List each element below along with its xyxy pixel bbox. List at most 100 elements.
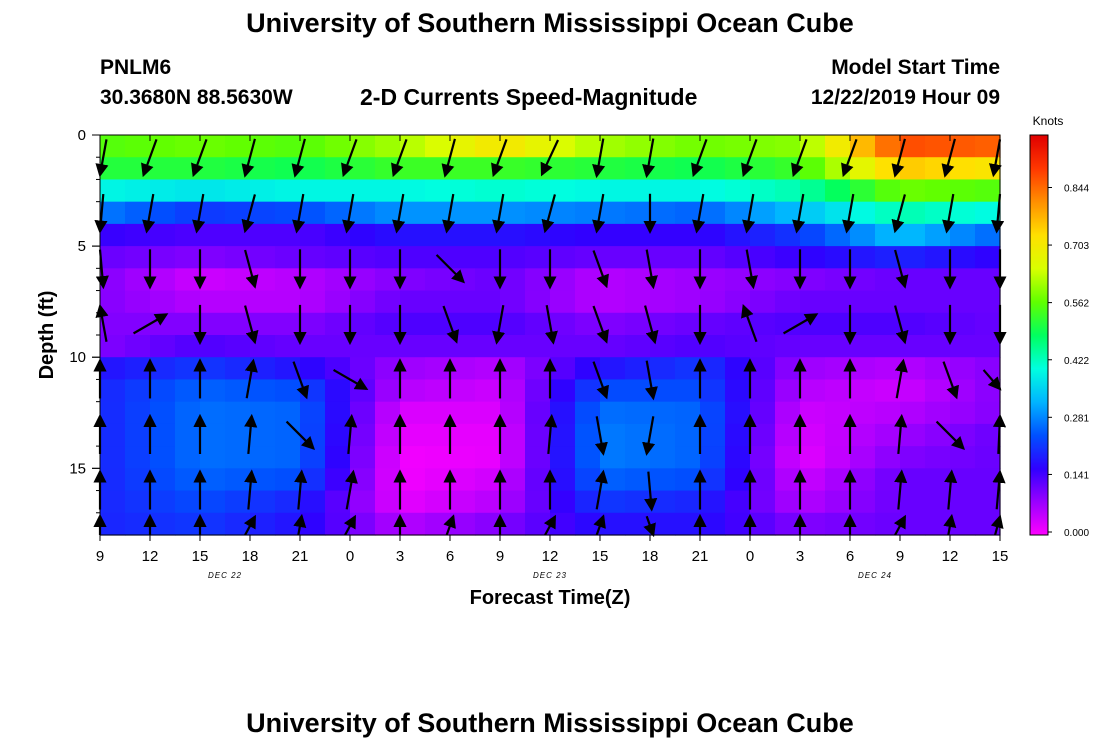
- current-vector: [244, 469, 258, 510]
- heatmap-cell: [400, 179, 426, 203]
- heatmap-cell: [650, 401, 676, 425]
- heatmap-cell: [400, 201, 426, 225]
- current-vector: [592, 361, 609, 400]
- heatmap-cell: [750, 468, 776, 492]
- heatmap-cell: [925, 446, 951, 469]
- heatmap-cell: [475, 268, 501, 292]
- colorbar-segment: [1030, 413, 1048, 416]
- colorbar-segment: [1030, 231, 1048, 234]
- heatmap-cell: [350, 423, 376, 447]
- heatmap-cell: [350, 312, 376, 336]
- heatmap-cell: [425, 446, 451, 469]
- heatmap-cell: [650, 468, 676, 492]
- colorbar-segment: [1030, 251, 1048, 254]
- colorbar-segment: [1030, 387, 1048, 390]
- heatmap-cell: [525, 268, 551, 292]
- heatmap-cell: [625, 312, 651, 336]
- colorbar-segment: [1030, 275, 1048, 278]
- x-tick-label: 12: [142, 548, 159, 565]
- heatmap-cell: [275, 468, 301, 492]
- heatmap-cell: [825, 179, 851, 203]
- heatmap-cell: [100, 468, 126, 492]
- colorbar-segment: [1030, 429, 1048, 432]
- colorbar-segment: [1030, 501, 1048, 504]
- heatmap-cell: [775, 135, 801, 158]
- heatmap-cell: [600, 157, 626, 181]
- heatmap-cell: [375, 357, 401, 381]
- heatmap-cell: [625, 401, 651, 425]
- heatmap-cell: [925, 312, 951, 336]
- heatmap-cell: [850, 446, 876, 469]
- heatmap-cell: [925, 490, 951, 514]
- colorbar-segment: [1030, 519, 1048, 522]
- heatmap-cell: [450, 179, 476, 203]
- colorbar-segment: [1030, 477, 1048, 480]
- heatmap-cell: [450, 468, 476, 492]
- x-tick-label: 15: [192, 548, 209, 565]
- colorbar-segment: [1030, 393, 1048, 396]
- heatmap-cell: [300, 335, 326, 358]
- heatmap-cell: [775, 512, 801, 536]
- current-vector: [741, 138, 758, 178]
- heatmap-cell: [900, 157, 926, 181]
- heatmap-cell: [775, 468, 801, 492]
- heatmap-cell: [675, 335, 701, 358]
- heatmap-cell: [375, 423, 401, 447]
- colorbar-segment: [1030, 245, 1048, 248]
- colorbar-segment: [1030, 409, 1048, 412]
- heatmap-cell: [825, 446, 851, 469]
- x-tick-label: 18: [642, 548, 659, 565]
- colorbar-segment: [1030, 457, 1048, 460]
- heatmap-cell: [250, 512, 276, 536]
- heatmap-cell: [750, 246, 776, 269]
- heatmap-cell: [475, 312, 501, 336]
- heatmap-cell: [375, 201, 401, 225]
- heatmap-cell: [650, 223, 676, 247]
- current-vector: [142, 193, 156, 234]
- heatmap-cell: [675, 401, 701, 425]
- colorbar-segment: [1030, 161, 1048, 164]
- heatmap-cell: [825, 379, 851, 403]
- current-vector: [592, 193, 606, 234]
- heatmap-cell: [100, 490, 126, 514]
- heatmap-cell: [625, 335, 651, 358]
- heatmap-cell: [950, 157, 976, 181]
- heatmap-cell: [125, 512, 151, 536]
- colorbar-segment: [1030, 405, 1048, 408]
- heatmap-cell: [875, 468, 901, 492]
- heatmap-cell: [900, 179, 926, 203]
- heatmap-cell: [750, 223, 776, 247]
- heatmap-cell: [600, 223, 626, 247]
- heatmap-cell: [625, 223, 651, 247]
- heatmap-cell: [750, 290, 776, 314]
- heatmap-cell: [800, 179, 826, 203]
- colorbar-segment: [1030, 279, 1048, 282]
- heatmap-cell: [375, 379, 401, 403]
- current-vector: [592, 138, 606, 179]
- heatmap-cell: [900, 446, 926, 469]
- colorbar-segment: [1030, 203, 1048, 206]
- colorbar-segment: [1030, 135, 1048, 138]
- heatmap-cell: [850, 468, 876, 492]
- heatmap-cell: [550, 268, 576, 292]
- heatmap-cell: [950, 179, 976, 203]
- heatmap-cell: [550, 423, 576, 447]
- heatmap-cell: [775, 246, 801, 269]
- colorbar-segment: [1030, 471, 1048, 474]
- colorbar-tick-label: 0.562: [1064, 299, 1089, 310]
- colorbar-segment: [1030, 459, 1048, 462]
- heatmap-cell: [975, 312, 1001, 336]
- colorbar-segment: [1030, 313, 1048, 316]
- colorbar-segment: [1030, 385, 1048, 388]
- colorbar-segment: [1030, 229, 1048, 232]
- y-tick-label: 5: [78, 238, 86, 255]
- colorbar-segment: [1030, 363, 1048, 366]
- heatmap-cell: [775, 268, 801, 292]
- heatmap-cell: [975, 468, 1001, 492]
- heatmap-cell: [550, 335, 576, 358]
- heatmap-cell: [550, 246, 576, 269]
- heatmap-cell: [225, 423, 251, 447]
- colorbar-segment: [1030, 331, 1048, 334]
- heatmap-cell: [175, 135, 201, 158]
- heatmap-cell: [700, 423, 726, 447]
